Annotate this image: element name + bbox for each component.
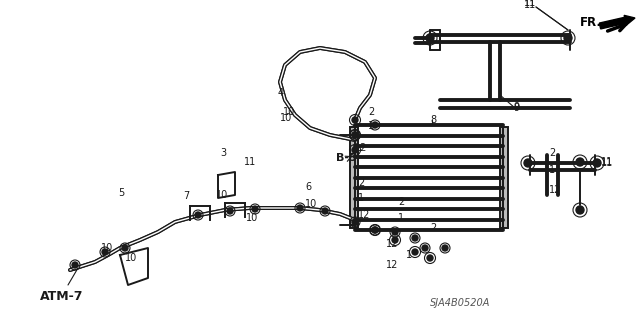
Circle shape	[352, 132, 358, 138]
Circle shape	[392, 229, 398, 235]
Circle shape	[576, 158, 584, 166]
Circle shape	[252, 206, 258, 212]
Text: 1: 1	[406, 250, 412, 260]
Circle shape	[352, 219, 358, 225]
Text: 12: 12	[549, 185, 561, 195]
Text: 11: 11	[524, 0, 536, 10]
Text: 7: 7	[183, 191, 189, 201]
Text: SJA4B0520A: SJA4B0520A	[430, 298, 490, 308]
Text: 11: 11	[601, 157, 613, 167]
Circle shape	[322, 208, 328, 214]
Text: 6: 6	[305, 182, 311, 192]
Text: 12: 12	[386, 239, 398, 249]
Text: 8: 8	[430, 115, 436, 125]
Text: 10: 10	[283, 107, 295, 117]
Circle shape	[372, 227, 378, 233]
Text: 10: 10	[246, 213, 259, 223]
Circle shape	[372, 122, 378, 128]
Circle shape	[593, 159, 601, 167]
Text: 1: 1	[549, 165, 555, 175]
Circle shape	[195, 212, 201, 218]
Text: 1: 1	[368, 121, 374, 131]
Text: 10: 10	[305, 199, 317, 209]
Circle shape	[297, 205, 303, 211]
Circle shape	[576, 206, 584, 214]
Circle shape	[422, 245, 428, 251]
Text: 9: 9	[513, 102, 519, 112]
Text: 11: 11	[601, 158, 613, 168]
Text: 1: 1	[358, 193, 364, 203]
Circle shape	[122, 245, 128, 251]
Circle shape	[372, 227, 378, 233]
Circle shape	[72, 262, 78, 268]
Text: 2: 2	[549, 148, 556, 158]
Circle shape	[427, 255, 433, 261]
Text: 3: 3	[220, 148, 226, 158]
Circle shape	[524, 159, 532, 167]
Text: 12: 12	[358, 210, 371, 220]
Text: 2: 2	[398, 197, 404, 207]
Text: 11: 11	[244, 157, 256, 167]
FancyArrow shape	[599, 15, 635, 29]
Circle shape	[442, 245, 448, 251]
Text: 2: 2	[368, 107, 374, 117]
Circle shape	[564, 34, 572, 42]
Circle shape	[412, 249, 418, 255]
Circle shape	[352, 132, 358, 138]
Bar	[500, 127, 508, 228]
Text: 4: 4	[278, 88, 284, 98]
Text: 11: 11	[524, 0, 536, 8]
Circle shape	[412, 235, 418, 241]
Circle shape	[227, 208, 233, 214]
Text: B-5: B-5	[336, 153, 356, 163]
Text: 2: 2	[430, 223, 436, 233]
Text: 1: 1	[398, 213, 404, 223]
Circle shape	[102, 249, 108, 255]
Text: ATM-7: ATM-7	[40, 290, 83, 302]
Text: 10: 10	[101, 243, 113, 253]
Circle shape	[392, 237, 398, 243]
Text: FR.: FR.	[580, 16, 602, 28]
Bar	[350, 127, 358, 228]
Text: 10: 10	[280, 113, 292, 123]
Text: 10: 10	[216, 190, 228, 200]
Text: 10: 10	[125, 253, 137, 263]
Circle shape	[352, 117, 358, 123]
Text: 12: 12	[386, 260, 398, 270]
Text: 12: 12	[355, 143, 367, 153]
Text: 5: 5	[118, 188, 124, 198]
Circle shape	[426, 34, 434, 42]
Text: 2: 2	[358, 178, 364, 188]
Text: 9: 9	[513, 103, 519, 113]
Circle shape	[352, 147, 358, 153]
